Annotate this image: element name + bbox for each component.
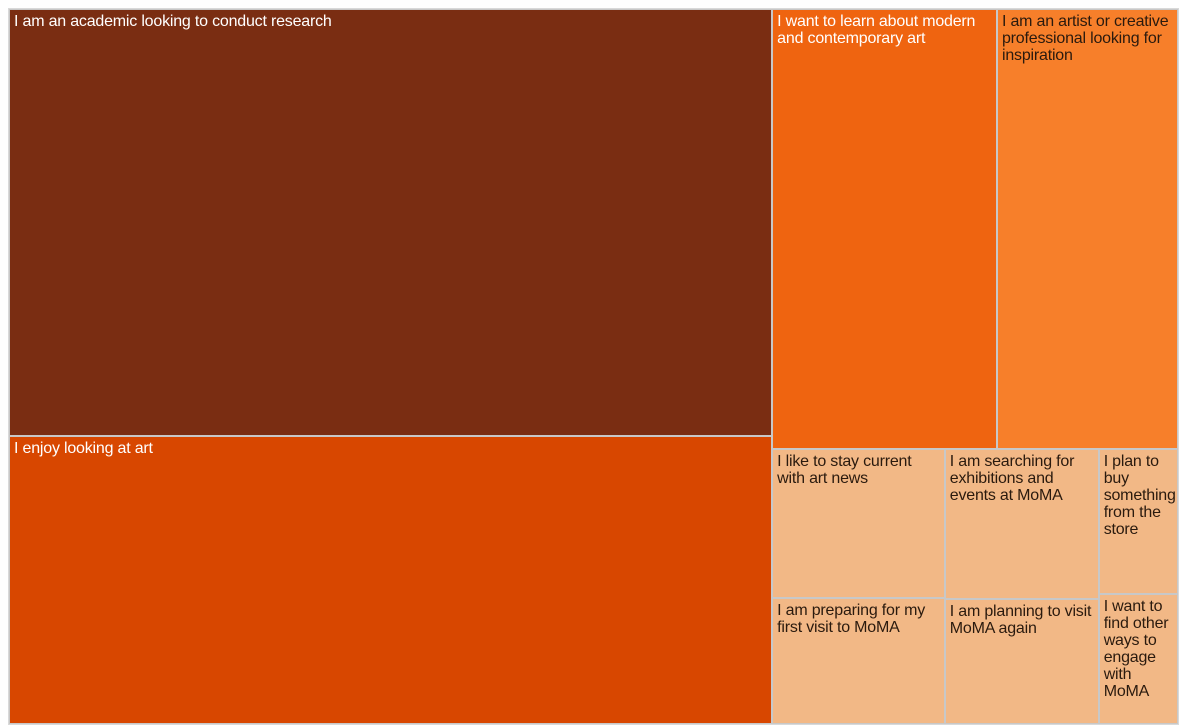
treemap-cell-label: I enjoy looking at art [14,440,153,458]
treemap-cell[interactable]: I enjoy looking at art [9,436,773,724]
treemap-cell-label: I am searching for exhibitions and event… [949,452,1075,504]
treemap-cell-label: I want to learn about modern and contemp… [777,13,976,47]
treemap-cell[interactable]: I am preparing for my first visit to MoM… [772,597,945,724]
treemap-cell-label: I like to stay current with art news [777,452,912,487]
treemap-cell-label: I am preparing for my first visit to MoM… [777,601,926,636]
treemap-cell[interactable]: I am searching for exhibitions and event… [944,448,1099,599]
treemap-frame: I am an academic looking to conduct rese… [8,8,1179,725]
treemap-cell[interactable]: I want to find other ways to engage with… [1098,594,1178,724]
treemap-cell-label: I am planning to visit MoMA again [949,602,1092,637]
treemap-cell[interactable]: I plan to buy something from the store [1098,448,1178,595]
treemap-cell[interactable]: I am an academic looking to conduct rese… [9,9,773,437]
treemap-cell-label: I plan to buy something from the store [1103,452,1176,538]
treemap-cell[interactable]: I like to stay current with art news [772,448,945,598]
treemap-cell[interactable]: I want to learn about modern and contemp… [772,9,997,449]
treemap-cell[interactable]: I am an artist or creative professional … [996,9,1178,449]
treemap-cell-label: I am an artist or creative professional … [1001,13,1169,64]
treemap-chart: I am an academic looking to conduct rese… [9,9,1178,724]
treemap-cell-label: I want to find other ways to engage with… [1103,598,1169,701]
treemap-cell-label: I am an academic looking to conduct rese… [14,13,332,30]
treemap-cell[interactable]: I am planning to visit MoMA again [944,598,1099,724]
